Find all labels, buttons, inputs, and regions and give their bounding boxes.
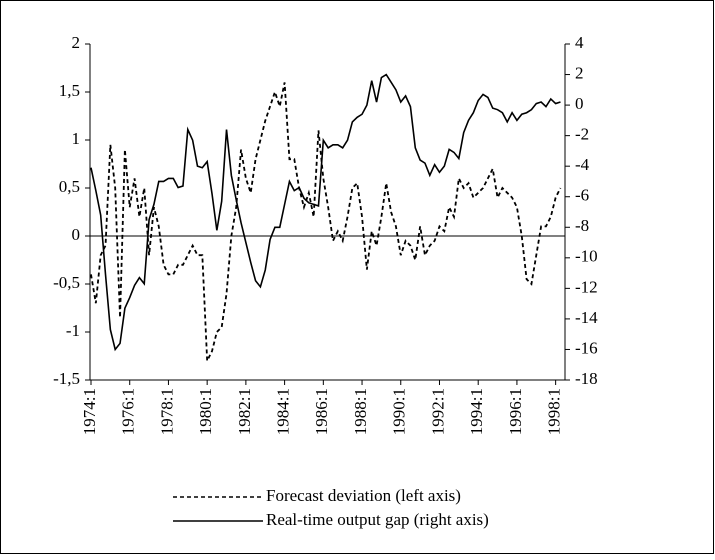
- x-tick-label: 1978:1: [157, 388, 176, 435]
- y2-tick-label: 4: [575, 33, 584, 52]
- y-tick-label: -1,5: [53, 369, 80, 388]
- x-tick-label: 1976:1: [119, 388, 138, 435]
- x-tick-label: 1994:1: [467, 388, 486, 435]
- y-tick-label: 1: [72, 129, 81, 148]
- x-tick-label: 1986:1: [312, 388, 331, 435]
- x-tick-label: 1990:1: [390, 388, 409, 435]
- y2-tick-label: -16: [575, 338, 598, 357]
- y2-tick-label: -18: [575, 369, 598, 388]
- x-tick-label: 1988:1: [351, 388, 370, 435]
- x-tick-label: 1992:1: [428, 388, 447, 435]
- y2-tick-label: -6: [575, 186, 589, 205]
- y-tick-label: 0,5: [59, 177, 80, 196]
- y2-tick-label: -2: [575, 125, 589, 144]
- y2-tick-label: -10: [575, 247, 598, 266]
- y2-tick-label: -12: [575, 277, 598, 296]
- x-tick-label: 1984:1: [274, 388, 293, 435]
- y-tick-label: 0: [72, 225, 81, 244]
- y-tick-label: -0,5: [53, 273, 80, 292]
- legend-label: Real-time output gap (right axis): [266, 510, 489, 529]
- series-line: [90, 82, 562, 365]
- y2-tick-label: 2: [575, 63, 584, 82]
- y-tick-label: 1,5: [59, 81, 80, 100]
- legend-label: Forecast deviation (left axis): [266, 486, 461, 505]
- y2-tick-label: -4: [575, 155, 590, 174]
- x-tick-label: 1974:1: [80, 388, 99, 435]
- y2-tick-label: -8: [575, 216, 589, 235]
- series-line: [90, 73, 561, 352]
- y2-tick-label: -14: [575, 308, 598, 327]
- y-tick-label: 2: [72, 33, 81, 52]
- y2-tick-label: 0: [575, 94, 584, 113]
- x-tick-label: 1982:1: [235, 388, 254, 435]
- y-tick-label: -1: [66, 321, 80, 340]
- x-tick-label: 1998:1: [545, 388, 564, 435]
- x-tick-label: 1996:1: [506, 388, 525, 435]
- x-tick-label: 1980:1: [196, 388, 215, 435]
